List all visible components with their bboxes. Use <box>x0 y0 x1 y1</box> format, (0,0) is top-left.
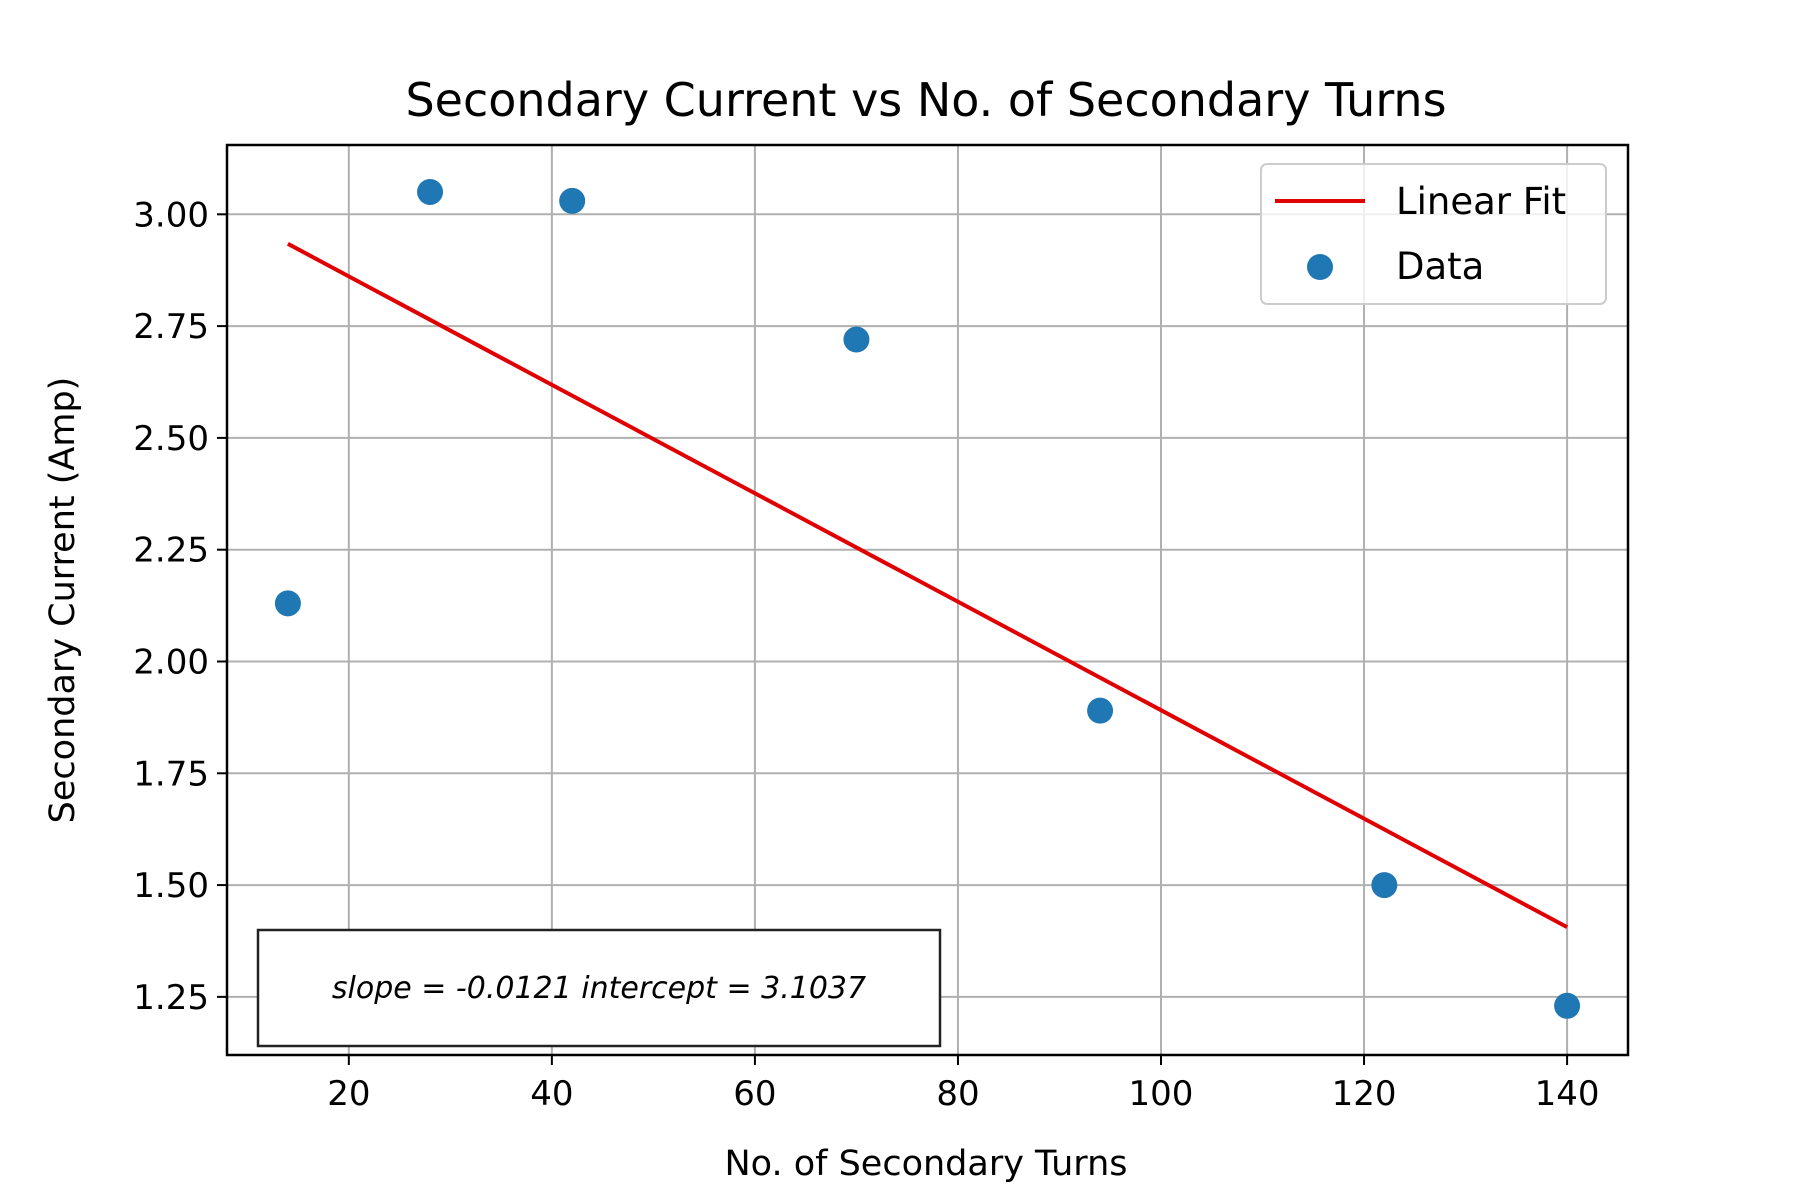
y-tick-label: 2.75 <box>133 307 209 347</box>
y-tick-label: 2.50 <box>133 419 209 459</box>
legend-linear-fit-label: Linear Fit <box>1396 180 1566 223</box>
data-point <box>274 590 301 617</box>
y-tick-label: 1.50 <box>133 866 209 906</box>
x-tick-label: 140 <box>1535 1074 1600 1114</box>
y-tick-label: 1.25 <box>133 978 209 1018</box>
legend-data-label: Data <box>1396 245 1484 288</box>
x-axis: 20 40 60 80 100 120 140 <box>327 1055 1600 1114</box>
fit-line-layer <box>286 242 1569 929</box>
y-tick-label: 2.25 <box>133 531 209 571</box>
data-point <box>843 326 870 353</box>
linear-fit-line <box>286 242 1569 929</box>
x-tick-label: 100 <box>1129 1074 1194 1114</box>
y-axis-title: Secondary Current (Amp) <box>43 377 83 824</box>
data-point <box>1554 992 1581 1019</box>
y-axis: 1.25 1.50 1.75 2.00 2.25 2.50 2.75 3.00 <box>133 195 227 1018</box>
y-tick-label: 1.75 <box>133 754 209 794</box>
legend: Linear Fit Data <box>1260 163 1607 305</box>
annotation-text: slope = -0.0121 intercept = 3.1037 <box>332 971 866 1006</box>
fit-annotation: slope = -0.0121 intercept = 3.1037 <box>256 928 942 1048</box>
data-point <box>559 187 586 214</box>
plot-frame <box>225 143 1630 1057</box>
y-tick-label: 3.00 <box>133 195 209 235</box>
x-tick-label: 80 <box>936 1074 979 1114</box>
x-tick-label: 120 <box>1332 1074 1397 1114</box>
x-tick-label: 40 <box>530 1074 573 1114</box>
y-tick-label: 2.00 <box>133 642 209 682</box>
x-tick-label: 60 <box>733 1074 776 1114</box>
x-tick-label: 20 <box>327 1074 370 1114</box>
points-layer <box>274 178 1581 1019</box>
data-point <box>1371 872 1398 899</box>
annotation-box <box>256 928 942 1048</box>
chart-title: Secondary Current vs No. of Secondary Tu… <box>405 73 1446 127</box>
x-axis-title: No. of Secondary Turns <box>724 1144 1127 1184</box>
data-point <box>417 178 444 205</box>
data-point <box>1087 697 1114 724</box>
legend-data-swatch <box>1307 254 1333 280</box>
